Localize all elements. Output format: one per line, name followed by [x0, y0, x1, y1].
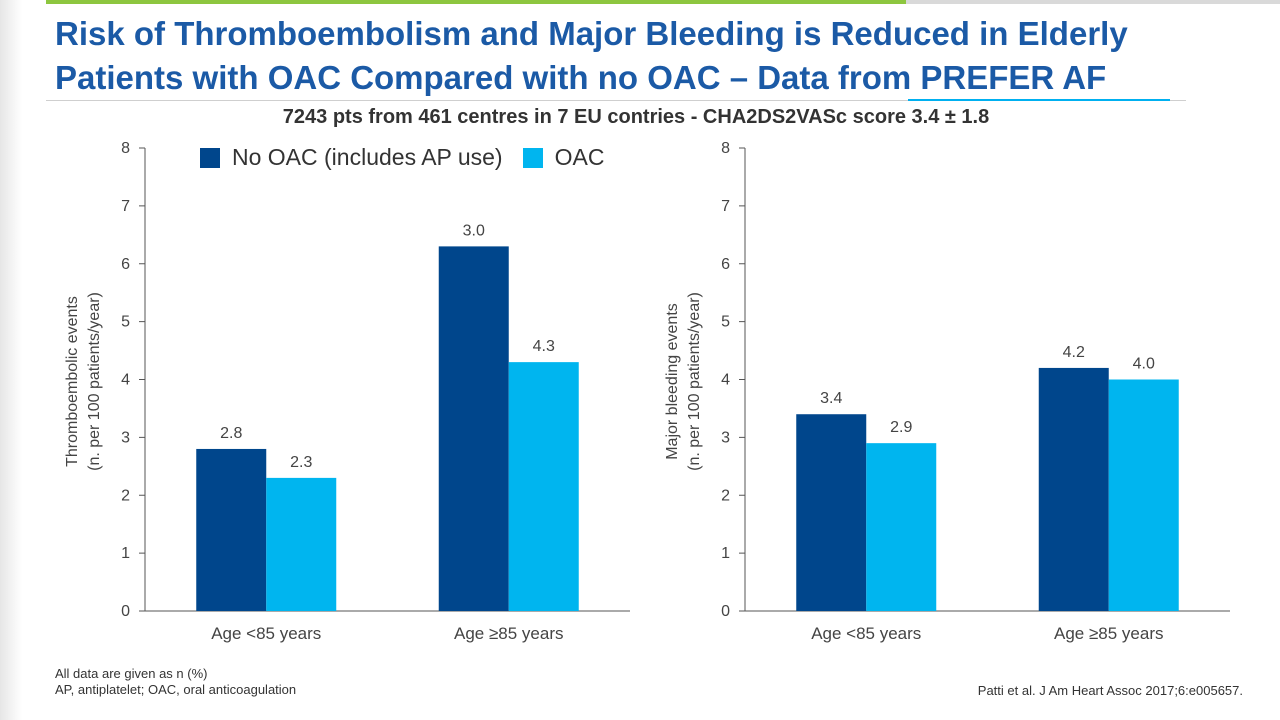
data-label: 3.0 [463, 222, 485, 239]
y-tick-label: 5 [121, 314, 130, 331]
data-label: 4.3 [533, 338, 555, 355]
bar-no-oac [438, 246, 509, 611]
y-tick-label: 2 [721, 487, 730, 504]
x-category-label: Age ≥85 years [454, 624, 564, 643]
top-accent-bar [46, 0, 906, 4]
bar-no-oac [1038, 367, 1109, 611]
y-tick-label: 0 [721, 603, 730, 620]
y-tick-label: 2 [121, 487, 130, 504]
x-category-label: Age <85 years [211, 624, 321, 643]
y-tick-label: 3 [121, 429, 130, 446]
top-accent-bar-gray [906, 0, 1280, 4]
title-accent-underline [908, 99, 1170, 101]
slide-edge-shade [0, 0, 22, 720]
bar-oac [1108, 379, 1179, 611]
y-axis-title-line-1: Major bleeding events [664, 303, 681, 460]
chart-legend: No OAC (includes AP use) OAC [200, 144, 624, 171]
footnote: All data are given as n (%) AP, antiplat… [55, 666, 296, 698]
thromboembolic-chart: 0 1 2 3 4 5 6 7 8 Thromboembolic events (n. per 10… [64, 140, 630, 643]
y-tick-label: 1 [121, 545, 130, 562]
legend-item-oac: OAC [522, 144, 605, 171]
y-tick-label: 4 [121, 372, 130, 389]
bar-oac [266, 477, 337, 611]
bar-oac [866, 443, 937, 611]
bleeding-chart: 0 1 2 3 4 5 6 7 8 Major bleeding events (n. per 10… [664, 140, 1230, 643]
title-divider [46, 100, 1186, 101]
bar-no-oac [796, 414, 867, 611]
legend-label-no-oac: No OAC (includes AP use) [232, 144, 503, 170]
bar-no-oac [196, 448, 267, 611]
bar-oac [508, 362, 579, 611]
y-tick-label: 3 [721, 429, 730, 446]
y-tick-label: 8 [121, 140, 130, 157]
y-tick-label: 6 [121, 256, 130, 273]
legend-swatch-oac [522, 147, 543, 168]
x-category-label: Age <85 years [811, 624, 921, 643]
data-label: 2.8 [220, 425, 242, 442]
footnote-line-2: AP, antiplatelet; OAC, oral anticoagulat… [55, 682, 297, 697]
legend-item-no-oac: No OAC (includes AP use) [200, 144, 503, 171]
data-label: 2.3 [290, 454, 312, 471]
y-tick-label: 7 [121, 198, 130, 215]
data-label: 4.2 [1063, 344, 1085, 361]
y-axis-title-line-1: Thromboembolic events [64, 296, 81, 467]
data-label: 2.9 [890, 419, 912, 436]
y-tick-label: 5 [721, 314, 730, 331]
footnote-line-1: All data are given as n (%) [55, 666, 208, 681]
y-axis-title-line-2: (n. per 100 patients/year) [86, 292, 103, 471]
legend-swatch-no-oac [200, 147, 220, 168]
data-label: 4.0 [1133, 356, 1155, 373]
slide-title: Risk of Thromboembolism and Major Bleedi… [55, 15, 1128, 96]
y-tick-label: 4 [721, 372, 730, 389]
legend-label-oac: OAC [554, 144, 605, 170]
slide-subtitle: 7243 pts from 461 centres in 7 EU contri… [282, 106, 990, 128]
y-tick-label: 0 [121, 603, 130, 620]
y-tick-label: 1 [721, 545, 730, 562]
y-tick-label: 8 [721, 140, 730, 157]
y-axis-title-line-2: (n. per 100 patients/year) [686, 292, 703, 471]
y-tick-label: 6 [721, 256, 730, 273]
x-category-label: Age ≥85 years [1054, 624, 1164, 643]
citation: Patti et al. J Am Heart Assoc 2017;6:e00… [977, 683, 1243, 698]
y-tick-label: 7 [721, 198, 730, 215]
data-label: 3.4 [820, 390, 842, 407]
